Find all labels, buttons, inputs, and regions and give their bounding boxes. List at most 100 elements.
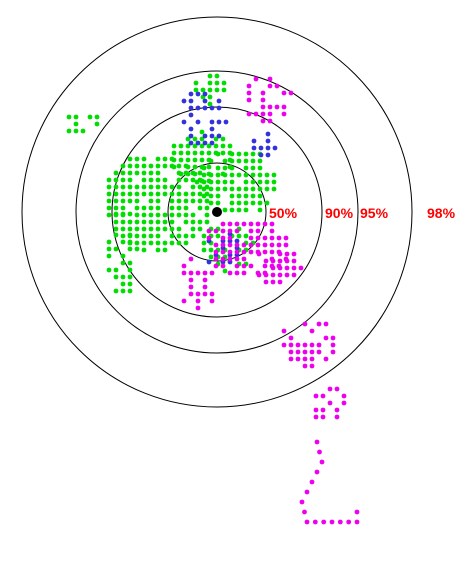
blue-point (188, 98, 194, 104)
green-point (148, 184, 154, 190)
green-point (178, 150, 184, 156)
green-point (127, 260, 133, 266)
ring-label-95: 95% (360, 205, 389, 221)
magenta-point (270, 272, 276, 278)
magenta-point (304, 519, 310, 525)
green-point (229, 151, 235, 157)
magenta-point (267, 111, 273, 117)
blue-point (265, 131, 271, 137)
green-point (192, 150, 198, 156)
magenta-point (263, 258, 269, 264)
green-point (176, 226, 182, 232)
ring-label-50: 50% (269, 205, 298, 221)
green-point (113, 288, 119, 294)
magenta-point (195, 291, 201, 297)
green-point (127, 177, 133, 183)
magenta-point (227, 242, 233, 248)
green-point (141, 177, 147, 183)
magenta-point (317, 449, 322, 455)
green-point (199, 150, 205, 156)
green-point (199, 129, 205, 135)
green-point (185, 143, 191, 149)
magenta-point (234, 249, 240, 255)
green-point (155, 177, 161, 183)
green-point (171, 143, 177, 149)
green-point (155, 170, 161, 176)
green-point (185, 164, 191, 170)
magenta-point (195, 270, 201, 276)
green-point (106, 184, 112, 190)
green-point (120, 170, 126, 176)
green-point (162, 226, 168, 232)
magenta-point (288, 335, 294, 341)
green-point (236, 200, 242, 206)
green-point (190, 177, 196, 183)
magenta-point (246, 97, 252, 103)
green-point (176, 240, 182, 246)
magenta-point (277, 265, 283, 271)
magenta-point (320, 393, 326, 399)
magenta-point (202, 291, 208, 297)
green-point (264, 186, 270, 192)
green-point (243, 193, 249, 199)
green-point (243, 158, 249, 164)
green-point (120, 226, 126, 232)
green-point (257, 207, 263, 213)
magenta-point (313, 407, 319, 413)
green-point (197, 226, 203, 232)
magenta-point (277, 258, 283, 264)
green-point (207, 80, 213, 86)
magenta-point (227, 221, 233, 227)
green-point (192, 157, 198, 163)
green-point (73, 128, 79, 134)
magenta-point (220, 228, 226, 234)
green-point (222, 268, 228, 274)
green-point (243, 151, 249, 157)
magenta-point (277, 279, 283, 285)
green-point (176, 205, 182, 211)
green-point (134, 212, 140, 218)
green-point (190, 219, 196, 225)
magenta-point (256, 251, 262, 257)
green-point (236, 193, 242, 199)
green-point (127, 219, 133, 225)
green-point (141, 240, 147, 246)
green-point (120, 177, 126, 183)
green-point (73, 114, 79, 120)
green-point (134, 240, 140, 246)
blue-point (188, 133, 194, 139)
magenta-point (302, 342, 308, 348)
green-point (113, 205, 119, 211)
green-point (106, 212, 112, 218)
blue-point (188, 91, 194, 97)
magenta-point (281, 328, 287, 334)
magenta-point (209, 270, 215, 276)
magenta-point (327, 386, 333, 392)
green-point (169, 205, 175, 211)
green-point (134, 226, 140, 232)
green-point (220, 150, 226, 156)
blue-point (258, 152, 264, 158)
green-point (169, 212, 175, 218)
magenta-point (241, 249, 247, 255)
green-point (178, 171, 184, 177)
green-point (141, 163, 147, 169)
green-point (201, 240, 207, 246)
green-point (148, 191, 154, 197)
green-point (250, 186, 256, 192)
green-point (113, 211, 119, 217)
green-point (141, 205, 147, 211)
magenta-point (227, 270, 233, 276)
green-point (113, 198, 119, 204)
green-point (206, 150, 212, 156)
green-point (271, 172, 277, 178)
magenta-point (346, 519, 352, 525)
green-point (141, 247, 147, 253)
magenta-point (288, 342, 294, 348)
magenta-point (313, 414, 319, 420)
magenta-point (281, 111, 287, 117)
green-point (222, 158, 228, 164)
green-point (127, 191, 133, 197)
magenta-point (281, 90, 287, 96)
green-point (208, 200, 214, 206)
